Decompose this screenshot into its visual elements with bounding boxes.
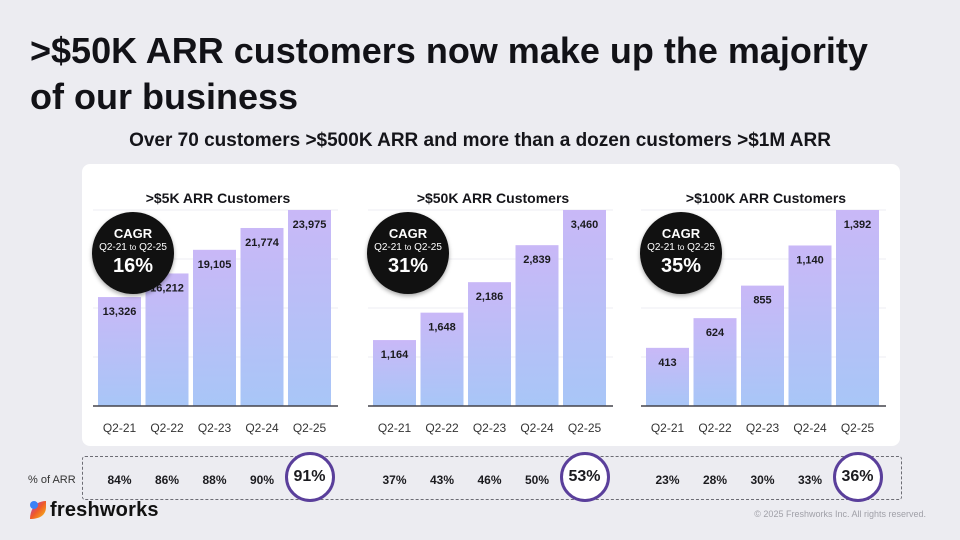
freshworks-logo-text: freshworks [50,499,159,521]
pct-arr-value: 50% [524,473,550,487]
chart-100k: >$100K ARR Customers 413 Q2-21 624 Q2-22 855… [636,166,896,446]
chart-5k: >$5K ARR Customers 13,326 Q2-21 16,212 Q2-2… [88,166,348,446]
chart-title: >$100K ARR Customers [685,190,847,206]
cagr-period: Q2-21 to Q2-25 [640,241,722,254]
bar-q2-25 [563,210,606,406]
pct-arr-value: 28% [702,473,728,487]
pct-arr-row [82,456,902,500]
cagr-value: 35% [660,255,702,277]
data-label: 16,212 [150,282,184,294]
cagr-period-to: to [404,243,412,252]
data-label: 1,164 [381,349,409,361]
data-label: 2,839 [523,254,551,266]
bar-q2-23 [468,282,511,406]
bar-q2-24 [515,245,559,406]
x-tick-label: Q2-21 [651,421,685,435]
bar-q2-22 [420,312,464,406]
pct-arr-value: 30% [750,473,775,487]
data-label: 1,392 [844,219,872,231]
pct-arr-value: 86% [154,473,180,487]
x-tick-label: Q2-25 [293,421,327,435]
data-label: 413 [658,357,676,369]
cagr-value: 16% [112,255,154,277]
pct-arr-highlight: 36% [832,452,883,502]
data-label: 21,774 [245,237,280,249]
chart-svg: 413 Q2-21 624 Q2-22 855 Q2-23 1,140 Q2-24 1,392 Q… [641,209,886,435]
x-tick-label: Q2-25 [568,421,602,435]
x-tick-label: Q2-24 [245,421,279,435]
data-label: 624 [706,327,725,339]
bar-q2-25 [288,210,331,406]
data-label: 1,648 [428,322,456,334]
cagr-period-start: Q2-21 [374,242,402,253]
bar-q2-24 [240,227,284,406]
x-tick-label: Q2-23 [473,421,507,435]
bar-q2-22 [145,273,189,406]
cagr-period-end: Q2-25 [414,242,442,253]
chart-title: >$50K ARR Customers [416,190,570,206]
pct-arr-highlight: 53% [559,452,610,502]
pct-arr-value: 37% [382,473,407,487]
chart-svg: 13,326 Q2-21 16,212 Q2-22 19,105 Q2-23 21,774 Q… [93,209,338,435]
cagr-value: 31% [387,255,429,277]
bar-q2-21 [98,297,141,406]
data-label: 1,140 [796,254,824,266]
x-tick-label: Q2-25 [841,421,875,435]
x-tick-label: Q2-23 [746,421,780,435]
x-tick-label: Q2-21 [378,421,412,435]
data-label: 855 [753,295,771,307]
cagr-period-end: Q2-25 [687,242,715,253]
cagr-badge: CAGR Q2-21 to Q2-25 31% [367,212,449,294]
pct-arr-value: 90% [249,473,275,487]
pct-arr-highlight: 91% [284,452,335,502]
bar-q2-25 [836,210,879,406]
copyright: © 2025 Freshworks Inc. All rights reserv… [754,509,926,519]
title-line-1: >$50K ARR customers now make up the majo… [30,30,868,71]
bar-q2-23 [193,249,236,406]
x-tick-label: Q2-22 [425,421,459,435]
cagr-period: Q2-21 to Q2-25 [367,241,449,254]
x-tick-label: Q2-21 [103,421,137,435]
bar-q2-21 [373,340,416,406]
chart-title: >$5K ARR Customers [145,190,291,206]
x-tick-label: Q2-22 [698,421,732,435]
pct-arr-value: 46% [477,473,502,487]
pct-arr-value: 23% [655,473,680,487]
x-tick-label: Q2-24 [793,421,827,435]
x-tick-label: Q2-24 [520,421,554,435]
title-line-2: of our business [30,76,299,117]
pct-arr-label: % of ARR [28,474,76,486]
bar-q2-23 [741,285,784,406]
chart-50k: >$50K ARR Customers 1,164 Q2-21 1,648 Q2-22… [363,166,623,446]
cagr-period-to: to [129,243,137,252]
data-label: 23,975 [293,219,327,231]
cagr-label: CAGR [388,226,428,241]
chart-svg: 1,164 Q2-21 1,648 Q2-22 2,186 Q2-23 2,839 Q2-24… [368,209,613,435]
bar-q2-24 [788,245,832,406]
bar-q2-21 [646,347,689,406]
cagr-badge: CAGR Q2-21 to Q2-25 35% [640,212,722,294]
x-tick-label: Q2-23 [198,421,232,435]
data-label: 19,105 [198,259,232,271]
freshworks-logo-icon [30,501,46,519]
pct-arr-value: 84% [107,473,132,487]
cagr-label: CAGR [661,226,701,241]
cagr-period-end: Q2-25 [139,242,167,253]
cagr-period-to: to [677,243,685,252]
cagr-badge: CAGR Q2-21 to Q2-25 16% [92,212,174,294]
cagr-period: Q2-21 to Q2-25 [92,241,174,254]
data-label: 13,326 [103,306,137,318]
cagr-label: CAGR [113,226,153,241]
data-label: 2,186 [476,291,504,303]
page-title: >$50K ARR customers now make up the majo… [30,28,910,120]
data-label: 3,460 [571,219,599,231]
pct-arr-value: 88% [202,473,227,487]
bar-q2-22 [693,318,737,406]
x-tick-label: Q2-22 [150,421,184,435]
subtitle: Over 70 customers >$500K ARR and more th… [129,130,831,151]
pct-arr-value: 43% [429,473,455,487]
cagr-period-start: Q2-21 [99,242,127,253]
pct-arr-value: 33% [797,473,823,487]
cagr-period-start: Q2-21 [647,242,675,253]
